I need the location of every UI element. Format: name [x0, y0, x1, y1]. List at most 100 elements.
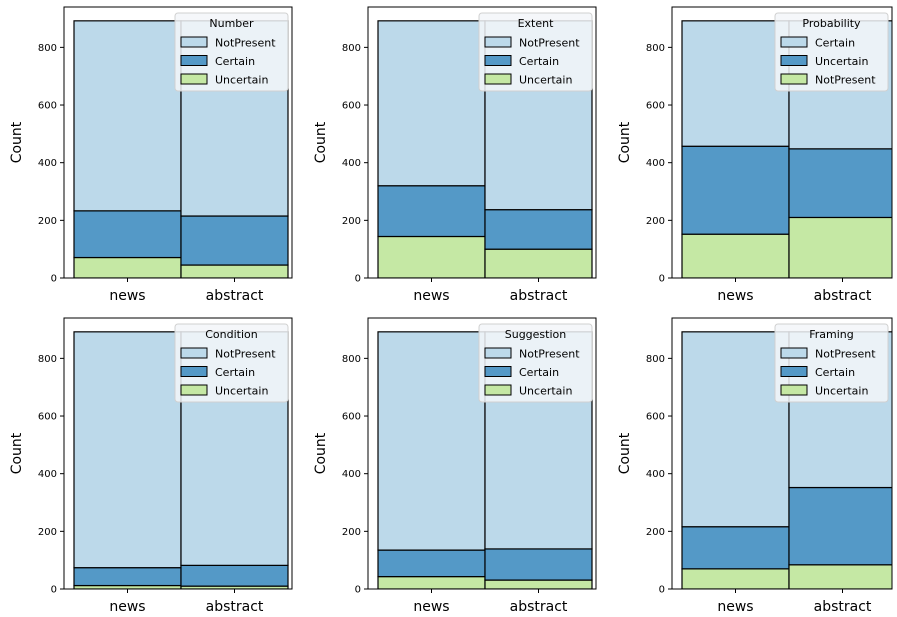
legend-title: Number [209, 17, 254, 30]
bar-segment-uncertain-abstract [180, 264, 289, 278]
legend-swatch [180, 73, 208, 85]
bars [377, 331, 593, 589]
y-axis-label: Count [313, 121, 329, 163]
bar-segment-certain-news [73, 210, 182, 259]
legend-swatch [180, 55, 208, 66]
bar-segment-certain-abstract [180, 564, 289, 587]
x-category-label: news [717, 288, 753, 304]
legend-swatch [180, 384, 208, 396]
y-tick-label: 600 [342, 101, 361, 112]
legend-swatch [780, 384, 808, 396]
bars [73, 20, 289, 278]
chart-panel: 0 200 400 600 800 news abstract Count Number NotP… [9, 6, 293, 304]
legend-entry-label: Certain [815, 366, 855, 379]
x-category-label: news [109, 288, 145, 304]
chart-panel: 0 200 400 600 800 news abstract Count Framing Not… [617, 317, 893, 615]
y-tick-label: 600 [646, 412, 665, 423]
bar-segment-uncertain-news [681, 568, 790, 589]
bar-segment-certain-abstract [484, 548, 593, 581]
legend-entry-label: NotPresent [815, 74, 876, 87]
legend-swatch [484, 384, 512, 396]
bar-segment-certain-news [377, 549, 486, 578]
y-tick-label: 400 [342, 158, 361, 169]
y-tick-label: 200 [38, 527, 57, 538]
bar-segment-uncertain-abstract [788, 148, 892, 219]
y-axis-label: Count [9, 432, 25, 474]
y-tick-label: 800 [38, 43, 57, 54]
legend-entry-label: Uncertain [519, 385, 572, 398]
y-tick-label: 0 [51, 585, 57, 596]
legend-entry-label: NotPresent [519, 348, 580, 361]
legend-entry-label: Uncertain [815, 385, 868, 398]
x-category-label: abstract [510, 599, 568, 615]
legend-entry-label: Uncertain [519, 74, 572, 87]
legend-swatch [180, 347, 208, 359]
legend-swatch [180, 36, 208, 48]
y-tick-label: 0 [659, 585, 665, 596]
legend-swatch [780, 366, 808, 377]
legend-entry-label: Uncertain [215, 385, 268, 398]
legend-title: Framing [809, 328, 854, 341]
x-category-label: abstract [814, 599, 872, 615]
bar-segment-certain-news [681, 526, 790, 570]
bar-segment-certain-abstract [788, 486, 892, 566]
axes-frame [367, 317, 597, 590]
legend-entry-label: Uncertain [815, 55, 868, 68]
y-axis-label: Count [9, 121, 25, 163]
legend-swatch [180, 366, 208, 377]
legend-title: Probability [802, 17, 861, 30]
y-tick-label: 600 [646, 101, 665, 112]
bar-segment-notpresent-abstract [788, 216, 892, 278]
y-tick-label: 200 [342, 527, 361, 538]
bar-segment-uncertain-news [377, 576, 486, 589]
legend-entry-label: Certain [519, 366, 559, 379]
bar-segment-notpresent-news [73, 331, 182, 569]
bar-segment-certain-abstract [180, 215, 289, 266]
y-tick-label: 800 [646, 354, 665, 365]
legend: Framing NotPresent Certain Uncertain [774, 323, 889, 403]
y-tick-label: 600 [38, 412, 57, 423]
legend-entry-label: NotPresent [815, 348, 876, 361]
bar-segment-uncertain-news [73, 256, 182, 278]
y-tick-label: 0 [659, 274, 665, 285]
x-category-label: abstract [206, 599, 264, 615]
x-category-label: news [717, 599, 753, 615]
y-tick-label: 800 [342, 354, 361, 365]
y-tick-label: 800 [38, 354, 57, 365]
legend-entry-label: Certain [215, 55, 255, 68]
bar-segment-uncertain-news [681, 145, 790, 235]
y-tick-label: 400 [38, 469, 57, 480]
legend-entry-label: NotPresent [519, 37, 580, 50]
legend-swatch [484, 366, 512, 377]
bar-segment-notpresent-news [681, 233, 790, 278]
x-category-label: news [413, 288, 449, 304]
chart-panel: 0 200 400 600 800 news abstract Count Condition N… [9, 317, 293, 615]
y-tick-label: 0 [51, 274, 57, 285]
bar-segment-notpresent-news [377, 20, 486, 187]
x-category-label: abstract [206, 288, 264, 304]
y-tick-label: 0 [355, 274, 361, 285]
bar-segment-certain-news [377, 185, 486, 238]
axes-frame [367, 6, 597, 279]
axes-frame [671, 317, 893, 590]
y-tick-label: 200 [342, 216, 361, 227]
bar-segment-notpresent-news [681, 331, 790, 528]
legend: Probability Certain Uncertain NotPresent [774, 12, 889, 92]
y-tick-label: 400 [646, 469, 665, 480]
legend-swatch [484, 55, 512, 66]
legend-swatch [780, 55, 808, 66]
legend-swatch [780, 73, 808, 85]
legend-swatch [780, 36, 808, 48]
y-tick-label: 0 [355, 585, 361, 596]
y-axis-label: Count [617, 121, 633, 163]
legend: Suggestion NotPresent Certain Uncertain [478, 323, 593, 403]
y-tick-label: 800 [646, 43, 665, 54]
bar-segment-notpresent-news [73, 20, 182, 212]
y-axis-label: Count [313, 432, 329, 474]
y-tick-label: 200 [38, 216, 57, 227]
y-tick-label: 400 [342, 469, 361, 480]
bar-segment-certain-abstract [484, 209, 593, 250]
legend-entry-label: Uncertain [215, 74, 268, 87]
x-category-label: abstract [510, 288, 568, 304]
legend: Extent NotPresent Certain Uncertain [478, 12, 593, 92]
